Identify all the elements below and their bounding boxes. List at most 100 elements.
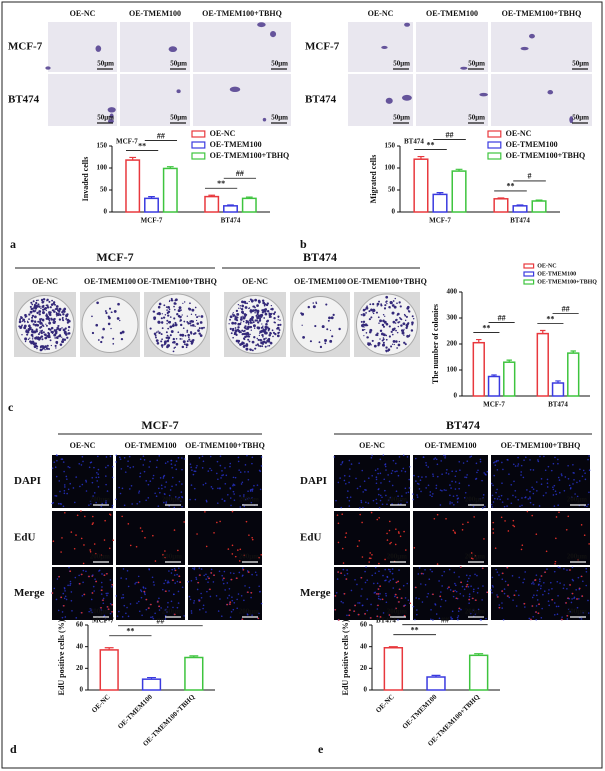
nucleus <box>477 469 479 472</box>
edu-cell <box>361 556 364 558</box>
edu-cell <box>492 532 495 534</box>
colony <box>53 329 57 332</box>
row-label: EdU <box>14 532 35 544</box>
nucleus <box>508 473 510 475</box>
colony <box>242 337 246 340</box>
nucleus <box>359 485 362 488</box>
colony <box>242 312 245 315</box>
nucleus <box>372 582 375 585</box>
edu-cell <box>111 603 114 606</box>
nucleus <box>408 487 411 489</box>
nucleus <box>385 592 387 595</box>
edu-cell <box>507 530 510 532</box>
nucleus <box>512 463 515 466</box>
colony <box>65 315 68 318</box>
edu-cell <box>436 563 439 565</box>
y-tick-label: 40 <box>360 642 368 650</box>
colony <box>61 338 65 341</box>
nucleus <box>547 465 550 468</box>
colony <box>268 314 271 317</box>
colony <box>393 311 395 314</box>
nucleus <box>454 584 457 587</box>
colony <box>249 325 253 329</box>
nucleus <box>69 584 71 587</box>
nucleus <box>424 568 426 571</box>
nucleus <box>233 572 235 575</box>
colony <box>263 329 266 332</box>
nucleus <box>167 601 169 604</box>
nucleus <box>472 609 474 611</box>
colony <box>45 317 48 320</box>
nucleus <box>385 601 388 604</box>
nucleus <box>152 581 155 583</box>
nucleus <box>149 460 151 463</box>
nucleus <box>337 481 340 484</box>
colony <box>377 341 381 345</box>
nucleus <box>405 492 408 494</box>
nucleus <box>542 593 544 596</box>
edu-cell <box>544 571 547 573</box>
nucleus <box>105 499 107 502</box>
colony <box>200 327 204 330</box>
edu-cell <box>523 602 526 605</box>
colony <box>385 346 388 349</box>
nucleus <box>557 462 559 465</box>
edu-cell <box>433 517 436 520</box>
nucleus <box>100 505 103 508</box>
nucleus <box>189 498 191 501</box>
edu-cell <box>349 609 351 611</box>
nucleus <box>72 487 75 489</box>
colony <box>91 331 95 335</box>
edu-cell <box>103 574 106 577</box>
edu-cell <box>465 585 468 588</box>
nucleus <box>434 457 437 459</box>
nucleus <box>62 505 65 508</box>
error-bar <box>455 168 463 172</box>
colony <box>64 332 67 335</box>
nucleus <box>396 470 398 472</box>
colony <box>41 324 44 327</box>
nucleus <box>124 471 127 473</box>
colony <box>228 323 230 325</box>
colony <box>165 336 168 339</box>
colony <box>241 341 244 344</box>
nucleus <box>158 455 161 457</box>
nucleus <box>123 456 126 459</box>
nucleus <box>82 569 85 572</box>
nucleus <box>107 592 109 595</box>
significance-label: # <box>528 172 532 181</box>
colony <box>260 329 264 333</box>
nucleus <box>349 496 352 498</box>
nucleus <box>175 484 177 486</box>
bar <box>468 654 489 691</box>
bar <box>383 647 404 691</box>
nucleus <box>547 592 550 595</box>
nucleus <box>538 505 541 507</box>
nucleus <box>121 616 124 618</box>
edu-cell <box>164 556 166 559</box>
edu-cell <box>174 569 177 572</box>
colony <box>160 333 163 336</box>
edu-cell <box>357 613 360 616</box>
colony <box>182 327 185 329</box>
nucleus <box>479 618 482 621</box>
y-tick-label: 400 <box>447 288 458 296</box>
edu-cell <box>337 571 340 573</box>
nucleus <box>436 475 439 478</box>
nucleus <box>129 488 131 490</box>
nucleus <box>100 593 103 595</box>
nucleus <box>226 582 229 584</box>
edu-cell <box>554 562 556 565</box>
nucleus <box>65 475 68 478</box>
edu-cell <box>197 581 200 584</box>
scale-label: 50μm <box>393 60 410 68</box>
colony <box>35 323 38 326</box>
nucleus <box>115 461 117 463</box>
nucleus <box>587 612 590 614</box>
colony <box>164 314 167 316</box>
nucleus <box>372 499 375 502</box>
nucleus <box>251 614 253 616</box>
nucleus <box>97 455 99 458</box>
nucleus <box>469 612 472 615</box>
nucleus <box>209 595 212 598</box>
